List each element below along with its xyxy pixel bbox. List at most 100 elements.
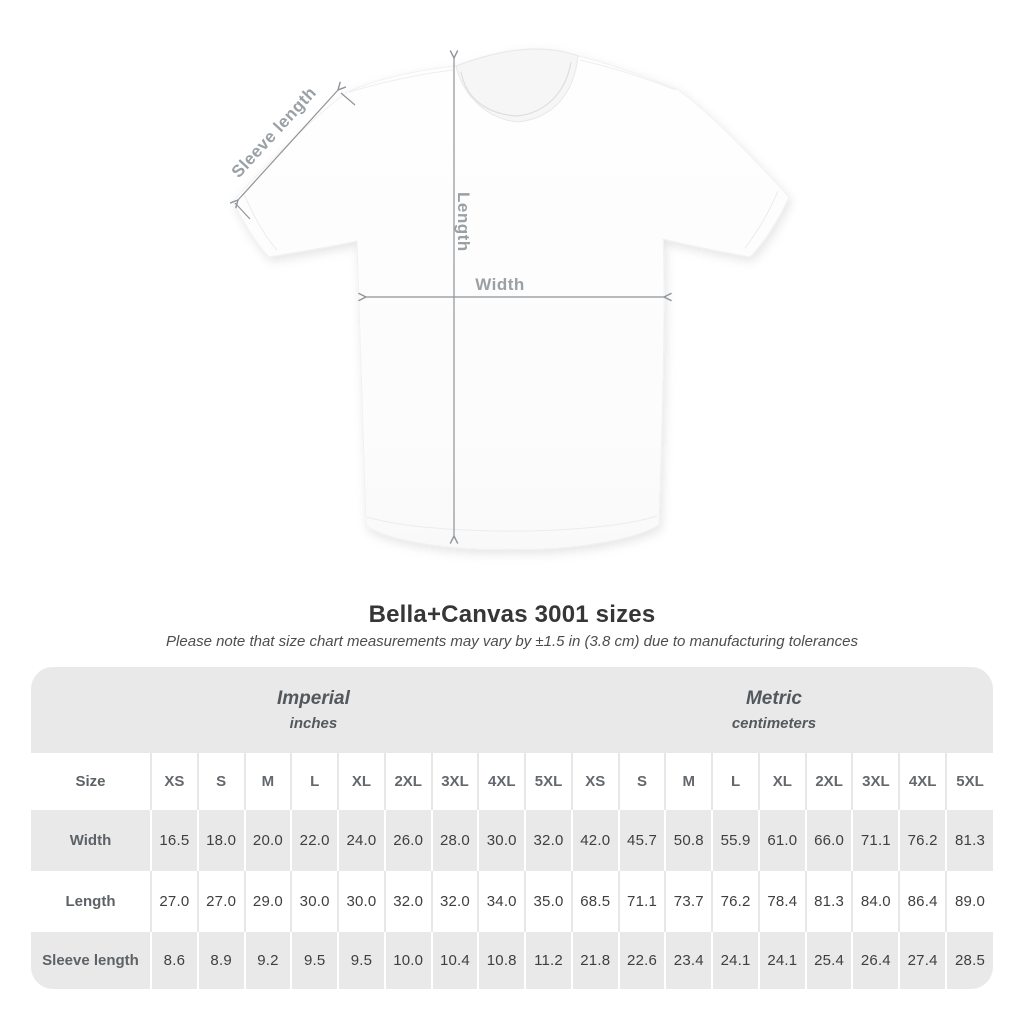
value-cell: 32.0 [524, 810, 572, 871]
value-cell: 20.0 [243, 810, 292, 871]
size-column-header: Size [31, 753, 151, 810]
value-cell: 42.0 [570, 810, 619, 871]
value-cell: 73.7 [664, 871, 713, 932]
tshirt-graphic [232, 48, 790, 550]
size-header-cell: 4XL [898, 753, 947, 810]
value-cell: 30.0 [290, 871, 339, 932]
size-chart-table: Imperial inches Metric centimeters Size X… [31, 667, 993, 989]
sleeve-arrow-end-tick-top [340, 92, 356, 106]
table-row: Width 16.5 18.0 20.0 22.0 24.0 26.0 28.0 30.0 32.… [31, 810, 993, 871]
value-cell: 29.0 [243, 871, 292, 932]
sleeve-hem-right [744, 190, 779, 249]
sleeve-length-arrow [229, 81, 347, 209]
shoulder-seam-right [579, 59, 677, 91]
measurement-annotations [229, 50, 672, 544]
metric-header: Metric centimeters [571, 667, 993, 753]
size-header-cell: L [290, 753, 339, 810]
table-row: Length 27.0 27.0 29.0 30.0 30.0 32.0 32.0 34.0 35… [31, 871, 993, 932]
value-cell: 16.5 [150, 810, 198, 871]
value-cell: 71.1 [851, 810, 900, 871]
value-cell: 35.0 [524, 871, 572, 932]
value-cell: 78.4 [757, 871, 806, 932]
size-header-cell: 2XL [383, 753, 432, 810]
value-cell: 84.0 [851, 871, 900, 932]
value-cell: 28.5 [945, 932, 993, 989]
size-header-cell: 5XL [945, 753, 993, 810]
size-table: Imperial inches Metric centimeters Size X… [31, 667, 993, 989]
size-header-cell: 3XL [851, 753, 900, 810]
value-cell: 26.4 [851, 932, 900, 989]
value-cell: 27.0 [150, 871, 198, 932]
value-cell: 32.0 [430, 871, 479, 932]
sleeve-arrow-end-tick-bottom [234, 202, 251, 220]
value-cell: 22.0 [290, 810, 339, 871]
row-label: Sleeve length [31, 932, 151, 989]
size-header-cell: XS [150, 753, 198, 810]
value-cell: 28.0 [430, 810, 479, 871]
shoulder-seam-left [348, 69, 454, 93]
bottom-hem-stitch [366, 515, 658, 532]
value-cell: 24.1 [757, 932, 806, 989]
value-cell: 34.0 [477, 871, 526, 932]
value-cell: 22.6 [617, 932, 666, 989]
value-cell: 11.2 [524, 932, 572, 989]
page-title: Bella+Canvas 3001 sizes [368, 601, 656, 628]
unit-header-row: Imperial inches Metric centimeters [31, 667, 993, 753]
size-header-cell: L [711, 753, 759, 810]
metric-unit: centimeters [731, 715, 817, 732]
value-cell: 27.4 [898, 932, 947, 989]
value-cell: 18.0 [196, 810, 245, 871]
size-header-row: Size XS S M L XL 2XL 3XL 4XL 5XL XS S M L XL 2XL 3XL 4XL 5… [31, 753, 993, 810]
value-cell: 26.0 [383, 810, 432, 871]
value-cell: 9.5 [337, 932, 385, 989]
value-cell: 55.9 [711, 810, 759, 871]
page-subtitle: Please note that size chart measurements… [166, 633, 858, 650]
value-cell: 10.0 [383, 932, 432, 989]
tshirt-measurement-diagram: Sleeve length Length Width [228, 48, 790, 550]
value-cell: 71.1 [617, 871, 666, 932]
size-header-cell: M [664, 753, 713, 810]
value-cell: 27.0 [196, 871, 245, 932]
size-header-cell: XL [757, 753, 806, 810]
value-cell: 30.0 [477, 810, 526, 871]
value-cell: 9.5 [290, 932, 339, 989]
value-cell: 86.4 [898, 871, 947, 932]
value-cell: 76.2 [898, 810, 947, 871]
value-cell: 32.0 [383, 871, 432, 932]
length-label: Length [454, 192, 473, 252]
imperial-unit: inches [289, 715, 338, 732]
value-cell: 45.7 [617, 810, 666, 871]
value-cell: 8.6 [150, 932, 198, 989]
size-header-cell: XS [570, 753, 619, 810]
value-cell: 66.0 [804, 810, 853, 871]
size-header-cell: M [243, 753, 292, 810]
value-cell: 25.4 [804, 932, 853, 989]
value-cell: 21.8 [570, 932, 619, 989]
imperial-header: Imperial inches [31, 667, 572, 753]
value-cell: 81.3 [945, 810, 993, 871]
size-header-cell: 5XL [524, 753, 572, 810]
value-cell: 68.5 [570, 871, 619, 932]
value-cell: 76.2 [711, 871, 759, 932]
collar-band-line [460, 61, 572, 117]
value-cell: 50.8 [664, 810, 713, 871]
value-cell: 10.8 [477, 932, 526, 989]
size-header-cell: XL [337, 753, 385, 810]
size-header-cell: S [617, 753, 666, 810]
value-cell: 9.2 [243, 932, 292, 989]
size-header-cell: S [196, 753, 245, 810]
table-row: Sleeve length 8.6 8.9 9.2 9.5 9.5 10.0 10.4 10.8… [31, 932, 993, 989]
size-header-cell: 4XL [477, 753, 526, 810]
metric-title: Metric [745, 688, 802, 709]
size-header-cell: 2XL [804, 753, 853, 810]
size-header-cell: 3XL [430, 753, 479, 810]
value-cell: 61.0 [757, 810, 806, 871]
tshirt-silhouette [232, 48, 790, 550]
value-cell: 81.3 [804, 871, 853, 932]
value-cell: 89.0 [945, 871, 993, 932]
value-cell: 8.9 [196, 932, 245, 989]
value-cell: 24.0 [337, 810, 385, 871]
value-cell: 30.0 [337, 871, 385, 932]
value-cell: 23.4 [664, 932, 713, 989]
value-cell: 10.4 [430, 932, 479, 989]
